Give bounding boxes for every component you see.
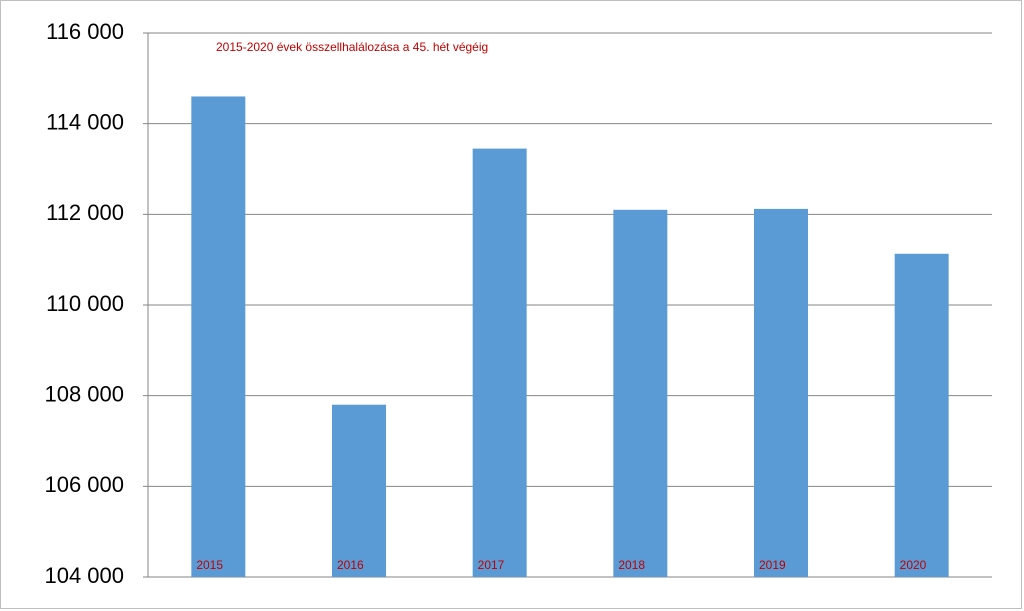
y-tick-label: 104 000	[44, 563, 124, 588]
bar	[332, 404, 386, 577]
x-category-label: 2019	[759, 558, 786, 572]
bar	[754, 208, 808, 578]
y-tick-label: 106 000	[44, 472, 124, 497]
y-tick-label: 110 000	[46, 291, 124, 316]
bar	[613, 209, 668, 578]
x-category-label: 2015	[196, 558, 223, 572]
y-tick-label: 108 000	[44, 381, 124, 406]
chart-title: 2015-2020 évek összellhalálozása a 45. h…	[216, 40, 488, 54]
y-tick-label: 112 000	[46, 200, 124, 225]
x-category-label: 2018	[618, 558, 645, 572]
x-category-label: 2017	[478, 558, 505, 572]
bar	[191, 96, 246, 577]
y-tick-label: 114 000	[46, 109, 124, 134]
x-category-label: 2016	[337, 558, 364, 572]
x-category-label: 2020	[900, 558, 927, 572]
bar	[472, 148, 527, 577]
bar	[894, 253, 949, 578]
y-tick-label: 116 000	[46, 19, 124, 44]
